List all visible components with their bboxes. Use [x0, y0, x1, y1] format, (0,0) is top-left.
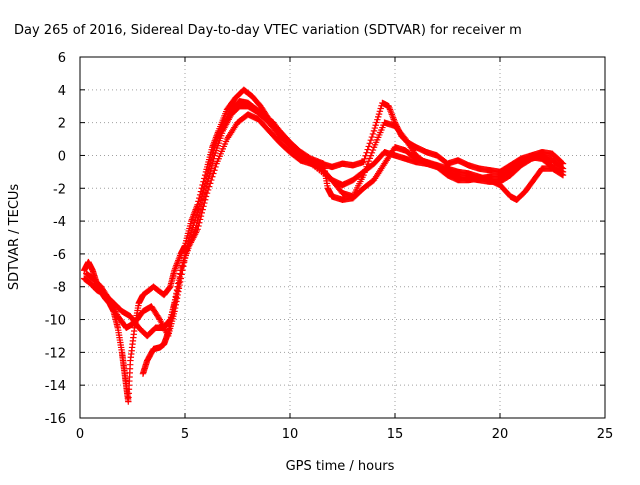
data-point: [374, 116, 381, 123]
data-point: [367, 136, 375, 144]
data-point: [209, 173, 216, 180]
data-point: [368, 149, 376, 157]
data-point: [366, 140, 373, 147]
y-tick-label: -14: [45, 379, 66, 394]
data-point: [202, 193, 210, 200]
data-point: [171, 299, 178, 307]
data-point: [170, 302, 178, 310]
data-point: [205, 183, 213, 190]
data-point: [369, 146, 377, 154]
data-point: [375, 110, 383, 118]
y-tick-label: 4: [58, 84, 66, 99]
y-tick-label: -2: [53, 182, 66, 197]
data-point: [171, 296, 179, 304]
data-point: [207, 160, 214, 167]
data-point: [375, 113, 382, 121]
data-point: [366, 155, 373, 162]
x-tick-label: 5: [181, 427, 189, 442]
data-point: [207, 157, 215, 164]
data-point: [165, 326, 173, 333]
y-tick-label: -8: [53, 281, 66, 296]
axis-ticks: 0 5 10 15 20 25 -16 -14 -12 -10 -8 -6 -4 -2 0 2 4 6: [45, 51, 614, 442]
y-tick-label: -16: [45, 412, 66, 427]
data-point: [170, 305, 177, 313]
data-point: [376, 108, 384, 115]
y-axis-label: SDTVAR / TECUs: [7, 184, 22, 291]
data-point: [370, 127, 378, 135]
data-point: [196, 219, 203, 226]
data-point: [203, 173, 211, 180]
data-point: [173, 290, 180, 297]
data-point: [369, 130, 377, 138]
data-point: [377, 105, 384, 112]
data-point: [175, 280, 182, 287]
data-point: [204, 170, 211, 177]
data-point: [373, 119, 380, 126]
data-point: [197, 212, 205, 220]
data-point: [371, 124, 379, 132]
data-point: [175, 276, 183, 284]
plot-frame: [79, 56, 606, 419]
data-point: [204, 186, 212, 194]
grid-layer: [80, 57, 605, 418]
y-tick-label: 2: [58, 117, 66, 132]
data-point: [194, 226, 201, 233]
data-point: [203, 189, 211, 197]
data-point: [168, 311, 176, 319]
data-point: [201, 199, 208, 207]
data-point: [199, 206, 206, 213]
y-tick-label: -6: [53, 248, 66, 263]
data-point: [207, 180, 214, 187]
data-point: [201, 196, 209, 203]
data-point: [209, 150, 216, 158]
data-point: [167, 317, 174, 325]
x-tick-label: 20: [492, 427, 509, 442]
data-point: [168, 314, 175, 322]
y-tick-label: 0: [58, 149, 66, 164]
data-point: [208, 153, 216, 161]
data-point: [365, 143, 372, 150]
data-point: [210, 170, 217, 177]
x-tick-label: 25: [597, 427, 614, 442]
data-point: [210, 147, 217, 154]
data-point: [372, 122, 379, 129]
x-axis-label: GPS time / hours: [286, 459, 395, 474]
y-tick-label: -10: [45, 314, 66, 329]
data-point: [166, 320, 174, 328]
data-point: [165, 329, 172, 336]
data-points: [81, 86, 567, 405]
data-point: [172, 293, 179, 300]
data-point: [196, 216, 204, 223]
data-point: [176, 273, 183, 281]
data-point: [360, 158, 367, 166]
data-point: [206, 163, 213, 171]
y-tick-label: -4: [53, 215, 66, 230]
x-tick-label: 10: [282, 427, 299, 442]
data-point: [174, 283, 181, 290]
data-point: [195, 222, 202, 230]
y-tick-label: 6: [58, 51, 66, 66]
y-tick-label: -12: [45, 346, 66, 361]
data-point: [211, 167, 218, 174]
data-point: [559, 168, 567, 176]
data-point: [205, 167, 212, 174]
data-point: [176, 270, 184, 277]
chart-title: Day 265 of 2016, Sidereal Day-to-day VTE…: [14, 23, 522, 38]
data-point: [166, 323, 173, 330]
data-point: [173, 286, 181, 294]
data-point: [198, 209, 205, 217]
x-tick-label: 15: [387, 427, 404, 442]
data-point: [365, 157, 372, 165]
data-point: [212, 163, 219, 171]
data-point: [368, 133, 376, 141]
data-point: [200, 203, 207, 210]
data-point: [169, 308, 176, 316]
x-tick-label: 0: [76, 427, 84, 442]
data-point: [367, 152, 375, 159]
data-point: [208, 176, 215, 184]
